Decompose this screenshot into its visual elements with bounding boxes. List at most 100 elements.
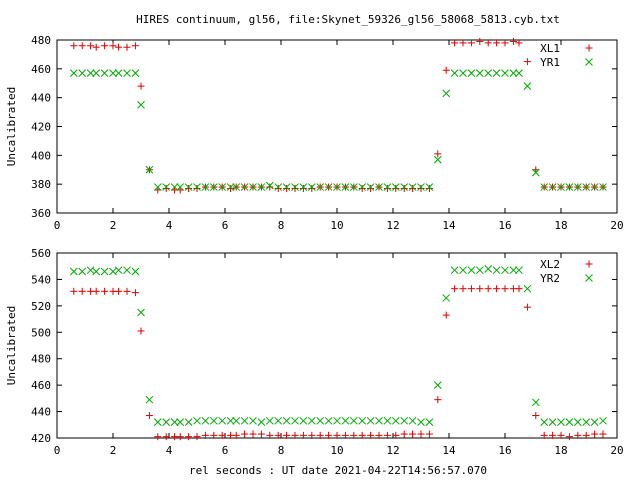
data-point [492, 266, 501, 275]
legend-label: XL2 [540, 258, 560, 271]
data-point [548, 418, 557, 426]
data-point [333, 431, 341, 439]
data-point-d2 [324, 416, 333, 425]
data-point-d2 [540, 183, 549, 191]
data-point-d2 [565, 418, 574, 426]
x-tick-label: 6 [222, 219, 229, 232]
data-point [201, 416, 210, 425]
data-point-d2 [114, 69, 123, 78]
data-point [115, 287, 123, 295]
data-point [69, 69, 78, 78]
data-point-d2 [341, 183, 350, 191]
data-point-d2 [184, 418, 193, 426]
data-point [557, 183, 565, 191]
legend-marker-d2 [585, 274, 593, 282]
data-point [484, 69, 493, 78]
data-point [366, 416, 375, 425]
data-point [299, 416, 308, 425]
data-point-d2 [201, 416, 210, 425]
x-tick-label: 10 [330, 444, 343, 457]
data-point-d2 [475, 266, 484, 275]
legend-marker [585, 58, 593, 66]
data-point [341, 431, 349, 439]
data-point [78, 287, 86, 295]
data-point-d2 [257, 418, 266, 426]
data-point [434, 150, 442, 158]
data-point [282, 416, 291, 425]
data-point-d2 [375, 416, 383, 425]
data-point [599, 430, 607, 438]
data-point [573, 183, 582, 191]
data-point [475, 69, 484, 78]
data-point [123, 69, 131, 78]
data-point [532, 412, 540, 420]
data-point [70, 287, 78, 295]
data-point [531, 168, 540, 177]
data-point [78, 69, 87, 78]
data-point [358, 183, 367, 191]
data-point [523, 58, 531, 66]
data-point [366, 183, 375, 191]
data-point-d2 [86, 69, 95, 78]
data-point [249, 416, 257, 425]
data-point [358, 184, 366, 192]
data-point [324, 416, 333, 425]
data-point-d2 [391, 416, 400, 425]
data-point [515, 266, 523, 275]
data-point [240, 416, 249, 425]
legend-marker-d2 [585, 58, 593, 66]
data-point-d2 [274, 183, 283, 191]
data-point-d2 [417, 418, 425, 426]
bottom-plot: 0 2 4 6 8 10 12 14 16 18 20 420 440 460 480 500 520 540 56… [5, 247, 624, 457]
data-point [100, 267, 109, 276]
data-point [137, 101, 145, 109]
data-point [92, 287, 100, 295]
data-point-d2 [501, 69, 509, 78]
data-point [114, 69, 123, 78]
data-point [442, 294, 451, 302]
data-point [274, 184, 282, 192]
data-point [417, 184, 425, 192]
data-point [176, 433, 184, 441]
data-point [433, 155, 442, 164]
data-point-d2 [193, 183, 201, 191]
data-point [442, 311, 450, 319]
data-point-d2 [400, 183, 409, 191]
data-point [274, 416, 283, 425]
data-point-d2 [153, 418, 162, 426]
data-point [467, 285, 475, 293]
data-point-d2 [109, 69, 117, 78]
data-point [170, 183, 179, 191]
data-point-d2 [531, 398, 540, 407]
data-point-d2 [232, 416, 241, 425]
data-point-d2 [274, 416, 283, 425]
data-point-d2 [131, 267, 140, 276]
data-point-d2 [408, 416, 417, 425]
x-tick-label: 16 [498, 444, 511, 457]
data-point [232, 416, 241, 425]
data-point [467, 266, 476, 275]
data-point [176, 183, 185, 191]
data-point [69, 267, 78, 276]
data-point [367, 431, 375, 439]
data-point-d2 [307, 416, 316, 425]
data-point [308, 431, 316, 439]
data-point [492, 69, 501, 78]
data-point-d2 [433, 381, 442, 389]
x-tick-label: 12 [386, 219, 399, 232]
data-point-d2 [492, 69, 501, 78]
data-point [283, 431, 291, 439]
data-point [145, 412, 153, 420]
data-point [109, 69, 117, 78]
data-point [333, 183, 341, 191]
data-point-d2 [78, 267, 87, 276]
data-point [509, 266, 518, 275]
legend-marker [585, 274, 593, 282]
data-point [154, 433, 162, 441]
data-point-d2 [100, 69, 109, 78]
data-point-d2 [257, 183, 266, 191]
data-point [176, 418, 185, 426]
data-point [257, 183, 266, 191]
data-point-d2 [523, 82, 532, 90]
data-point [599, 416, 607, 425]
